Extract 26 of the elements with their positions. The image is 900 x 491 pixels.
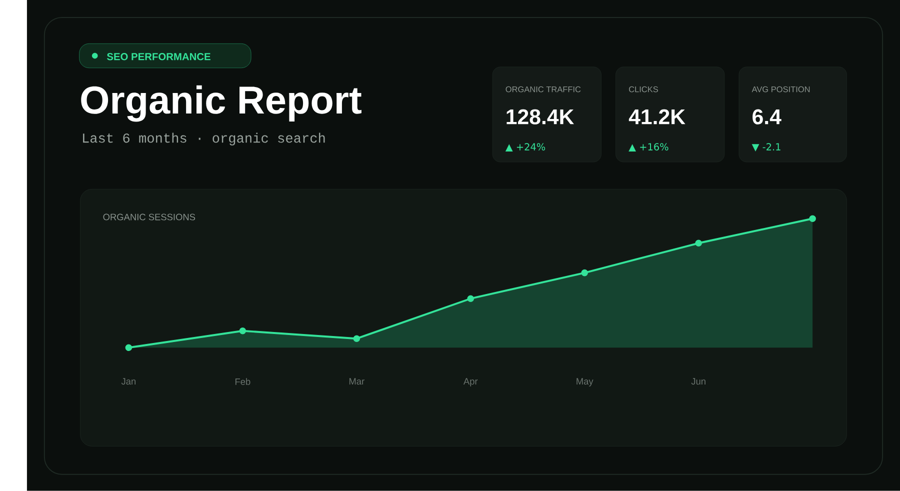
text: ORGANIC TRAFFIC <box>506 86 581 92</box>
point <box>467 295 474 302</box>
point <box>125 344 132 352</box>
point <box>353 335 360 342</box>
text: CLICKS <box>629 86 658 92</box>
text: 128.4K <box>506 109 574 124</box>
text: 41.2K <box>628 109 686 124</box>
annotation: ORGANIC SESSIONS <box>103 214 196 220</box>
point <box>809 215 816 222</box>
text: SEO PERFORMANCE <box>106 53 210 60</box>
chart-subtitle: Last 6 months · organic search <box>83 132 325 146</box>
x-tick-label: Apr <box>463 378 478 387</box>
x-tick-label: Feb <box>235 378 250 386</box>
text: 6.4 <box>752 109 782 124</box>
text: ▲ +24% <box>505 143 546 152</box>
x-tick-label: Jun <box>691 378 706 385</box>
chart-title: Organic Report <box>81 85 362 122</box>
text: AVG POSITION <box>752 86 810 92</box>
text: ▼ -2.1 <box>752 143 780 152</box>
point <box>695 240 702 247</box>
point <box>239 328 246 334</box>
x-tick-label: May <box>576 378 594 387</box>
point <box>581 269 588 276</box>
x-tick-label: Jan <box>121 378 136 385</box>
text: ▲ +16% <box>628 143 668 152</box>
x-tick-label: Mar <box>349 378 364 385</box>
